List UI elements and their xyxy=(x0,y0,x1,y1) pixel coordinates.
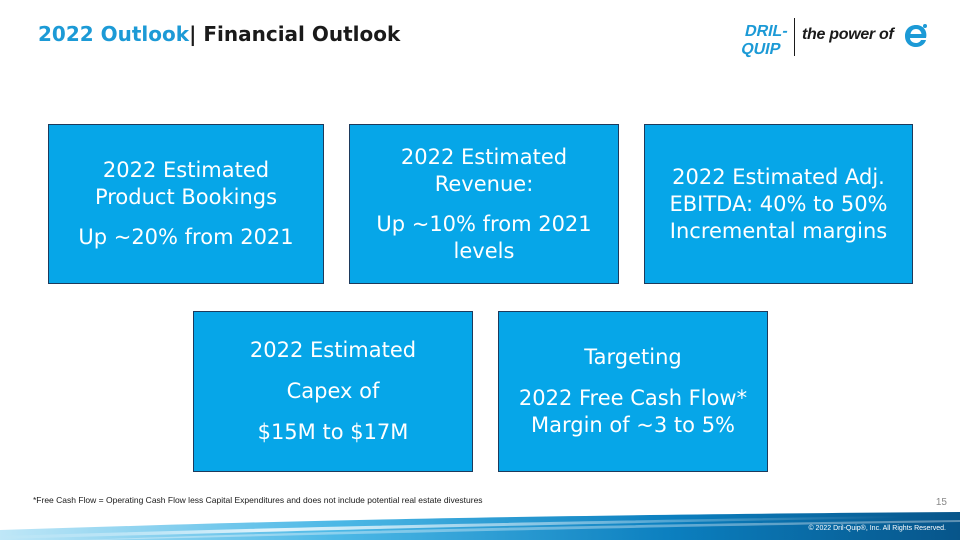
title-rest: | Financial Outlook xyxy=(189,22,401,46)
logo-divider xyxy=(794,18,795,56)
box-4-line-2: Capex of xyxy=(286,379,380,403)
box-4-line-3: $15M to $17M xyxy=(257,420,409,444)
brand-line-2: QUIP xyxy=(740,40,783,58)
box-2-detail-2: levels xyxy=(453,238,515,263)
page-title: 2022 Outlook| Financial Outlook xyxy=(38,22,400,46)
box-1-line-1: 2022 Estimated xyxy=(102,158,270,182)
box-2-line-2: Revenue: xyxy=(434,171,534,196)
free-cash-flow-box: Targeting 2022 Free Cash Flow* Margin of… xyxy=(498,311,768,472)
box-3-line-1: 2022 Estimated Adj. xyxy=(672,164,885,189)
logo-tagline: the power of xyxy=(802,26,894,43)
box-3-line-2: EBITDA: 40% to 50% xyxy=(669,191,888,216)
box-2-detail-1: Up ~10% from 2021 xyxy=(376,211,592,236)
box-1-line-2: Product Bookings xyxy=(94,185,278,209)
title-accent: 2022 Outlook xyxy=(38,22,190,46)
box-5-line-3: Margin of ~3 to 5% xyxy=(530,413,736,437)
box-5-line-2: 2022 Free Cash Flow* xyxy=(518,386,748,410)
e-logo-icon xyxy=(905,24,927,47)
product-bookings-box: 2022 Estimated Product Bookings Up ~20% … xyxy=(48,124,324,284)
bottom-wave-band xyxy=(0,512,960,540)
company-logo: DRIL- QUIP the power of xyxy=(740,16,930,60)
page-number: 15 xyxy=(935,497,947,508)
revenue-box: 2022 Estimated Revenue: Up ~10% from 202… xyxy=(349,124,619,284)
box-1-detail: Up ~20% from 2021 xyxy=(78,225,294,249)
dril-quip-logo-mark: DRIL- QUIP xyxy=(740,22,790,58)
brand-line-1: DRIL- xyxy=(743,22,789,40)
footnote: *Free Cash Flow = Operating Cash Flow le… xyxy=(33,495,483,505)
box-4-line-1: 2022 Estimated xyxy=(249,338,417,362)
box-3-line-3: Incremental margins xyxy=(669,218,888,243)
capex-box: 2022 Estimated Capex of $15M to $17M xyxy=(193,311,473,472)
ebitda-box: 2022 Estimated Adj. EBITDA: 40% to 50% I… xyxy=(644,124,913,284)
copyright: © 2022 Dril-Quip®, Inc. All Rights Reser… xyxy=(808,525,946,532)
box-5-line-1: Targeting xyxy=(584,345,682,369)
box-2-line-1: 2022 Estimated xyxy=(400,144,568,169)
